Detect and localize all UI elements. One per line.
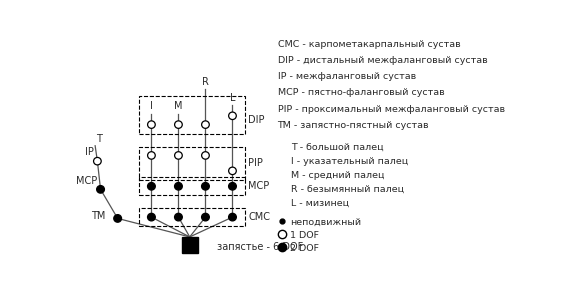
Text: МСР: МСР [76,176,97,186]
Text: I: I [150,102,153,111]
Text: MCP: MCP [248,181,270,191]
Bar [139,177,245,195]
Circle shape [175,152,182,159]
Circle shape [94,157,101,165]
Circle shape [229,167,236,174]
Circle shape [202,121,209,128]
Text: TM - запястно-пястный сустав: TM - запястно-пястный сустав [278,121,429,130]
Circle shape [175,182,182,190]
Text: PIP: PIP [248,158,263,168]
Circle shape [148,152,155,159]
Text: DIP - дистальный межфаланговый сустав: DIP - дистальный межфаланговый сустав [278,56,487,65]
Text: запястье - 6 DOF: запястье - 6 DOF [217,242,303,252]
Circle shape [114,215,121,222]
Bar [139,208,245,226]
Text: T - большой палец: T - большой палец [291,143,383,152]
Text: 1 DOF: 1 DOF [290,231,319,240]
Circle shape [175,121,182,128]
Text: R - безымянный палец: R - безымянный палец [291,185,404,194]
Circle shape [229,182,236,190]
Text: 2 DOF: 2 DOF [290,244,319,253]
Text: CMC: CMC [248,212,270,222]
Circle shape [175,213,182,221]
Circle shape [202,182,209,190]
Circle shape [148,213,155,221]
Text: L: L [229,94,235,104]
Text: L - мизинец: L - мизинец [291,199,349,208]
Text: DIP: DIP [248,115,265,125]
Circle shape [96,186,105,193]
Circle shape [229,213,236,221]
Text: T: T [96,134,102,144]
Text: CMC - карпометакарпальный сустав: CMC - карпометакарпальный сустав [278,39,460,49]
Bar [139,147,245,180]
Text: IP - межфаланговый сустав: IP - межфаланговый сустав [278,72,416,81]
Text: R: R [202,77,209,87]
Text: I - указательный палец: I - указательный палец [291,157,408,166]
Text: PIP - проксимальный межфаланговый сустав: PIP - проксимальный межфаланговый сустав [278,105,505,114]
Circle shape [202,213,209,221]
Text: MCP - пястно-фаланговый сустав: MCP - пястно-фаланговый сустав [278,88,444,98]
Text: M: M [174,102,182,111]
Circle shape [148,121,155,128]
Circle shape [202,152,209,159]
Text: IP: IP [85,147,94,157]
Bar [139,96,245,134]
Circle shape [229,112,236,120]
Text: TM: TM [91,211,105,221]
Text: неподвижный: неподвижный [290,218,361,227]
Circle shape [148,182,155,190]
Bar [182,237,198,253]
Text: M - средний палец: M - средний палец [291,171,385,180]
